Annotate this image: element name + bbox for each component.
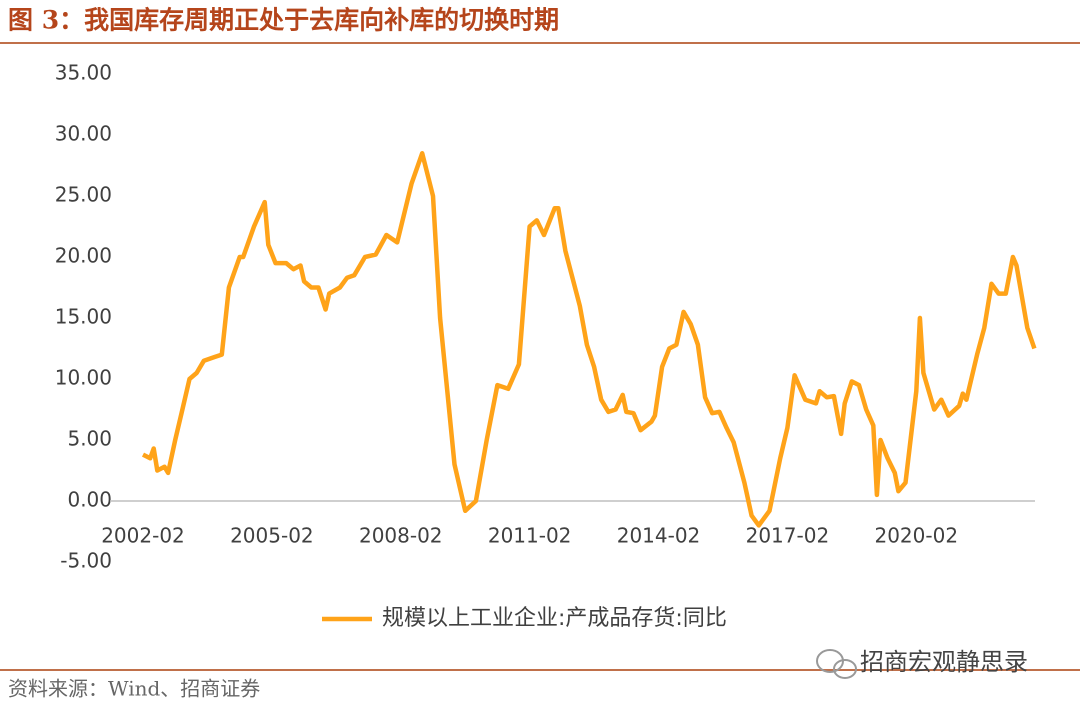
y-tick-label: 5.00 (67, 427, 112, 451)
y-tick-label: 15.00 (55, 305, 112, 329)
series-line (141, 151, 1037, 528)
legend-label: 规模以上工业企业:产成品存货:同比 (382, 606, 727, 631)
y-tick-label: 25.00 (55, 183, 112, 207)
x-tick-label: 2008-02 (359, 524, 443, 548)
x-tick-label: 2020-02 (874, 524, 958, 548)
y-tick-label: -5.00 (60, 549, 112, 573)
y-tick-label: 20.00 (55, 244, 112, 268)
watermark: 招商宏观静思录 (860, 648, 1028, 676)
chart-title: 图 3：我国库存周期正处于去库向补库的切换时期 (8, 6, 559, 35)
y-tick-label: 0.00 (67, 488, 112, 512)
x-tick-label: 2014-02 (617, 524, 701, 548)
watermark-icon (816, 649, 857, 679)
x-tick-label: 2002-02 (101, 524, 185, 548)
x-tick-label: 2005-02 (230, 524, 314, 548)
y-tick-label: 30.00 (55, 122, 112, 146)
y-tick-label: 10.00 (55, 366, 112, 390)
x-tick-label: 2011-02 (488, 524, 572, 548)
source: 资料来源：Wind、招商证券 (8, 677, 260, 701)
y-tick-label: 35.00 (55, 61, 112, 85)
